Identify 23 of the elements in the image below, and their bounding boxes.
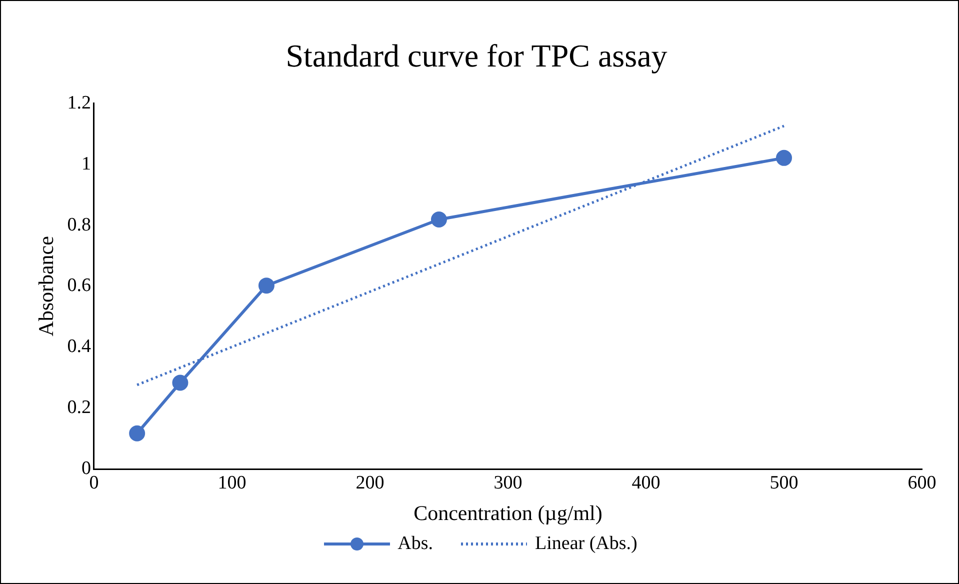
x-tick-label: 600 xyxy=(908,472,936,494)
y-tick-label: 1 xyxy=(81,153,91,174)
y-tick-label: 0.6 xyxy=(67,275,91,296)
point xyxy=(776,150,792,166)
x-tick-label: 400 xyxy=(632,472,660,494)
point xyxy=(129,425,146,442)
y-axis-title: Absorbance xyxy=(34,236,58,336)
legend-label: Linear (Abs.) xyxy=(535,533,638,555)
y-tick-label: 0.2 xyxy=(67,397,91,418)
point xyxy=(258,278,274,294)
point xyxy=(430,211,447,228)
y-tick-label: 1.2 xyxy=(67,92,91,114)
x-tick-label: 100 xyxy=(218,472,246,494)
y-tick-label: 0.4 xyxy=(67,336,92,358)
y-tick-label: 0.8 xyxy=(67,214,91,236)
point xyxy=(172,374,188,391)
chart-title: Standard curve for TPC assay xyxy=(286,38,668,74)
legend-label: Abs. xyxy=(398,533,433,555)
x-tick-label: 300 xyxy=(494,472,522,494)
x-tick-label: 200 xyxy=(356,472,384,494)
x-tick-label: 500 xyxy=(770,472,798,494)
x-axis-title: Concentration (µg/ml) xyxy=(414,500,602,525)
y-tick-label: 0 xyxy=(81,458,91,479)
